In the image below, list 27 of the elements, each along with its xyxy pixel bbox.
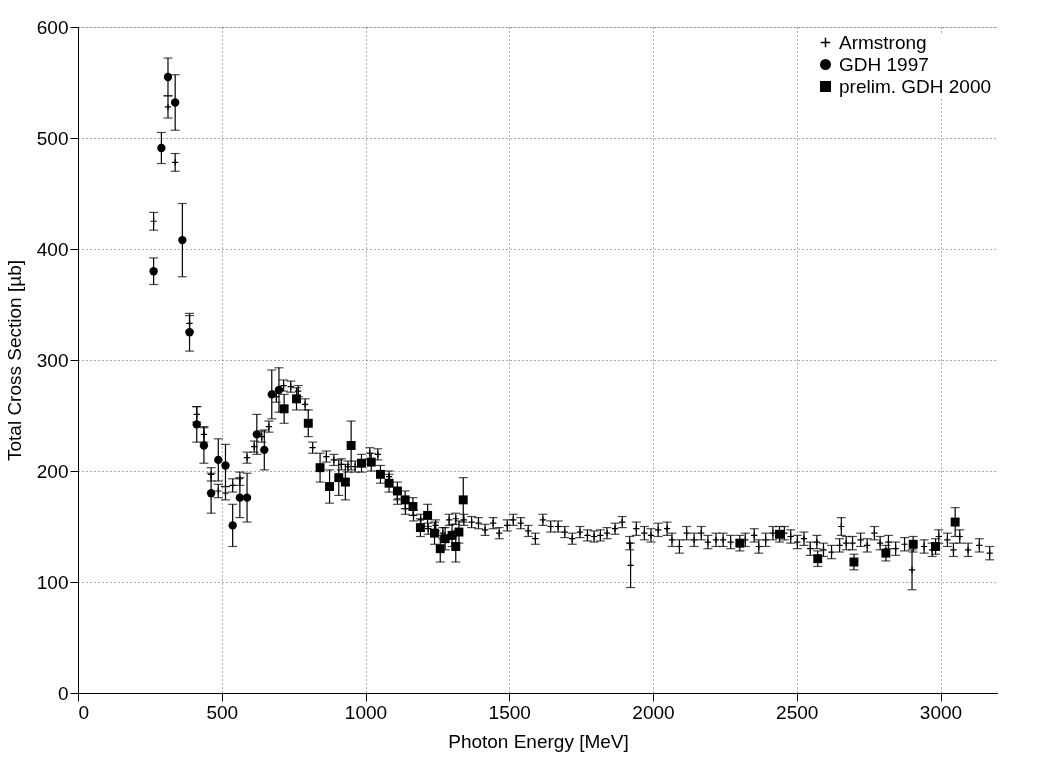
legend-label: prelim. GDH 2000 — [839, 75, 992, 97]
x-tick-label: 1500 — [488, 701, 531, 723]
point — [325, 482, 335, 492]
y-tick-label: 300 — [36, 349, 69, 371]
y-tick-label: 600 — [36, 16, 69, 38]
point — [775, 529, 784, 539]
y-tick-label: 400 — [36, 238, 69, 260]
point — [908, 539, 918, 549]
y-axis-title: Total Cross Section [µb] — [3, 259, 25, 462]
x-axis-title: Photon Energy [MeV] — [448, 730, 629, 752]
point — [950, 517, 960, 527]
x-tick-label: 3000 — [919, 701, 963, 723]
legend-label: Armstrong — [839, 31, 927, 53]
y-tick-label: 500 — [36, 127, 69, 149]
point — [340, 477, 350, 487]
y-tick-label: 100 — [36, 571, 69, 593]
legend-label: GDH 1997 — [839, 53, 929, 75]
x-tick-label: 2000 — [632, 701, 675, 723]
y-tick-label: 0 — [57, 682, 69, 704]
x-tick-label: 0 — [78, 701, 90, 723]
y-tick-label: 200 — [36, 460, 69, 482]
point — [303, 418, 313, 428]
point — [375, 469, 385, 479]
x-tick-label: 2500 — [776, 701, 819, 723]
x-tick-label: 1000 — [344, 701, 388, 723]
x-tick-label: 500 — [206, 701, 239, 723]
point — [458, 495, 468, 505]
